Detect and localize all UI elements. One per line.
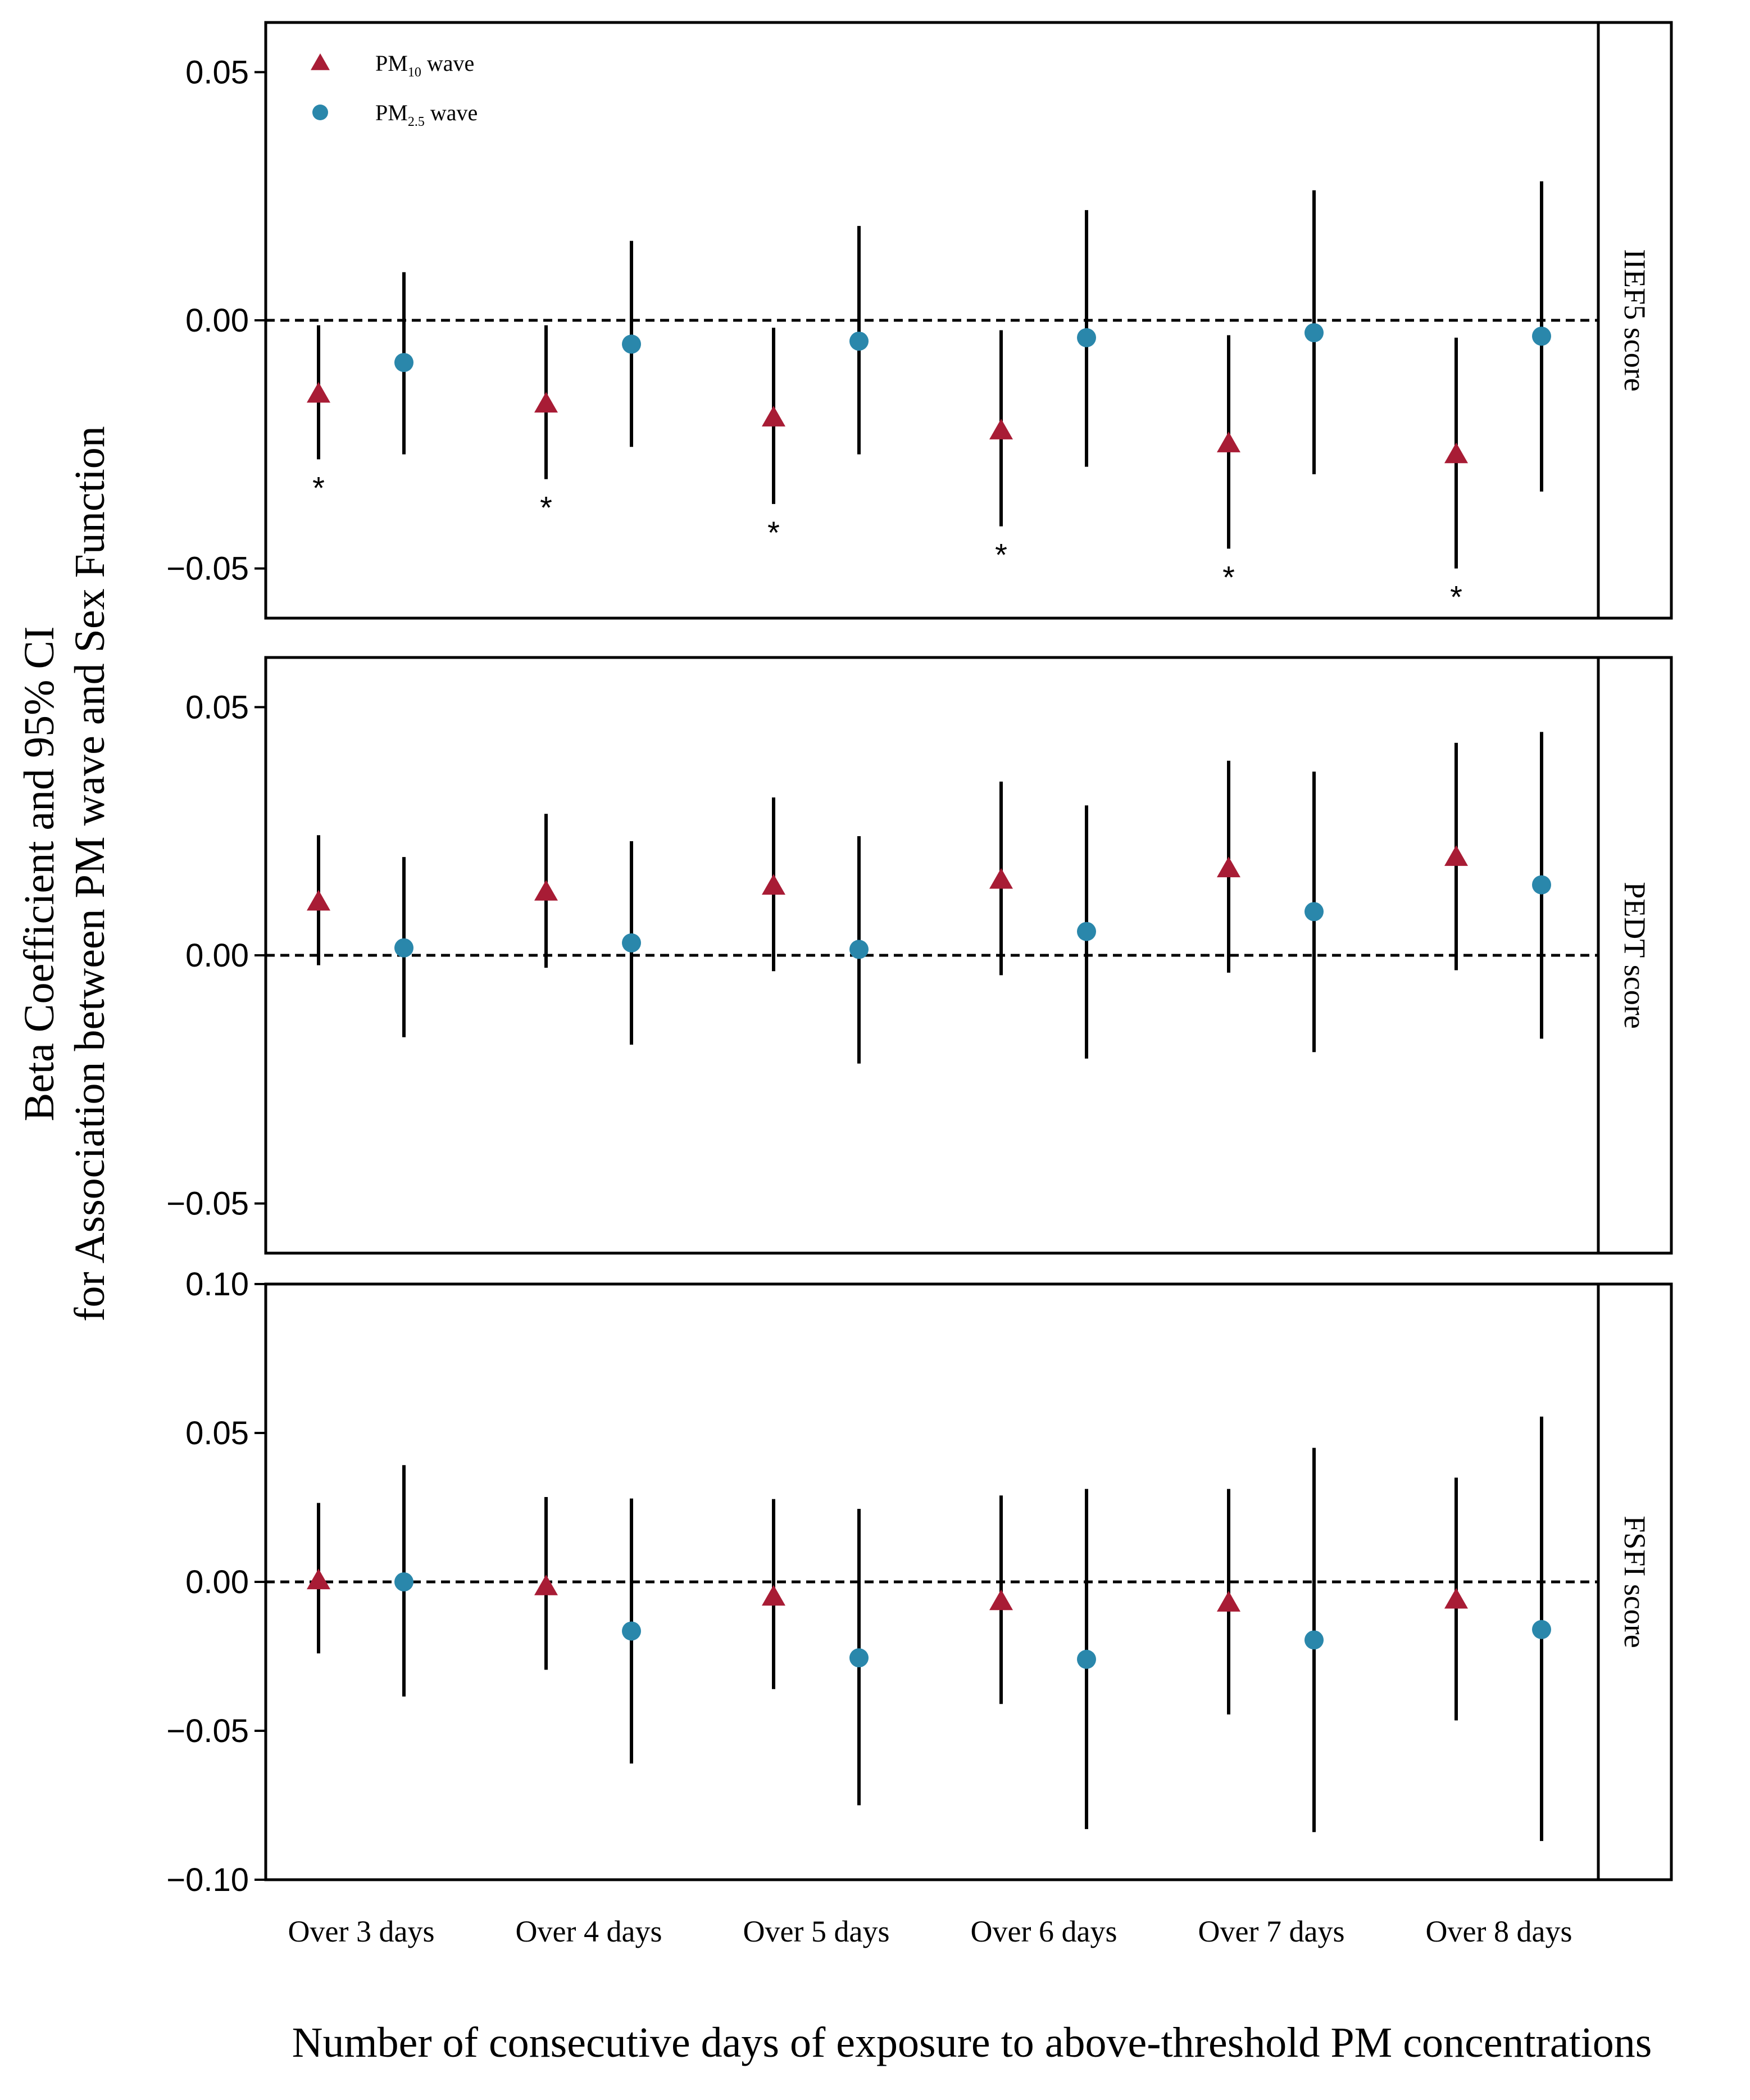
strip-label: PEDT score [1618, 882, 1652, 1028]
y-tick-label: −0.05 [166, 1186, 249, 1222]
strip-label: IIEF5 score [1618, 249, 1652, 391]
significance-marker: * [312, 470, 325, 505]
panels-layer: IIEF5 score 0.05 0.00 −0.05 * * * * * * PEDT score… [166, 21, 1673, 1898]
pm10-point [989, 419, 1013, 439]
pm25-point [849, 332, 869, 351]
pm10-point [1444, 845, 1468, 866]
significance-marker: * [540, 490, 552, 525]
strip-label: FSFI score [1618, 1516, 1652, 1648]
pm10-point [762, 1585, 785, 1606]
legend-label: PM2.5 wave [375, 100, 478, 129]
legend-circle-marker [312, 105, 328, 120]
pm10-point [534, 392, 558, 413]
pm25-point [1532, 326, 1551, 346]
pm25-point [622, 933, 641, 953]
pm25-point [1077, 328, 1096, 347]
panel-strip [1597, 21, 1673, 620]
pm10-point [1217, 1591, 1240, 1612]
x-category-label: Over 8 days [1426, 1915, 1572, 1948]
panel-3: FSFI score 0.10 0.05 0.00 −0.05 −0.10 [166, 1266, 1673, 1898]
legend: PM10 wave PM2.5 wave [311, 51, 478, 129]
x-axis-category-labels: Over 3 days Over 4 days Over 5 days Over 6 … [288, 1915, 1572, 1948]
legend-triangle-marker [311, 53, 330, 70]
pm25-point [849, 940, 869, 959]
y-tick-label: 0.00 [185, 302, 249, 339]
pm10-point [307, 382, 330, 403]
pm10-point [534, 879, 558, 901]
pm10-point [762, 406, 785, 427]
x-category-label: Over 7 days [1198, 1915, 1345, 1948]
pm25-point [394, 1572, 413, 1591]
significance-marker: * [1450, 579, 1462, 615]
x-category-label: Over 4 days [516, 1915, 662, 1948]
pm25-point [1532, 1620, 1551, 1639]
pm25-point [394, 938, 413, 958]
pm10-point [1444, 1588, 1468, 1609]
pm25-point [1304, 323, 1324, 343]
pm25-point [622, 334, 641, 354]
pm25-point [849, 1648, 869, 1668]
pm10-point [307, 890, 330, 911]
pm25-point [1077, 922, 1096, 941]
y-tick-label: −0.05 [166, 1713, 249, 1749]
y-tick-label: 0.05 [185, 689, 249, 725]
x-category-label: Over 5 days [743, 1915, 890, 1948]
pm10-point [307, 1568, 330, 1590]
panel-strip [1597, 1282, 1673, 1881]
legend-label: PM10 wave [375, 51, 474, 80]
pm25-point [1532, 875, 1551, 895]
pm10-point [1217, 856, 1240, 878]
pm10-point [989, 868, 1013, 889]
pm25-point [1077, 1649, 1096, 1669]
panel-1: IIEF5 score 0.05 0.00 −0.05 * * * * * * [166, 21, 1673, 620]
y-tick-label: 0.05 [185, 54, 249, 90]
pm25-point [622, 1621, 641, 1641]
x-axis-label: Number of consecutive days of exposure t… [292, 2019, 1652, 2066]
pm10-point [1444, 442, 1468, 464]
pm25-point [1304, 1630, 1324, 1650]
pm25-point [1304, 902, 1324, 922]
significance-marker: * [1222, 559, 1235, 595]
pm10-point [762, 874, 785, 895]
significance-marker: * [767, 515, 780, 550]
pm10-point [989, 1589, 1013, 1611]
y-axis-label-line-2: for Association between PM wave and Sex … [66, 426, 113, 1322]
pm25-point [394, 353, 413, 373]
pm10-point [534, 1574, 558, 1595]
y-tick-label: −0.10 [166, 1862, 249, 1898]
y-tick-label: 0.00 [185, 1564, 249, 1600]
y-axis-label-line-1: Beta Coefficient and 95% CI [16, 627, 63, 1122]
y-tick-label: 0.10 [185, 1266, 249, 1303]
pm10-point [1217, 432, 1240, 452]
y-tick-label: 0.05 [185, 1415, 249, 1452]
significance-marker: * [995, 537, 1007, 573]
panel-2: PEDT score 0.05 0.00 −0.05 [166, 656, 1673, 1255]
x-category-label: Over 3 days [288, 1915, 435, 1948]
y-tick-label: −0.05 [166, 551, 249, 587]
x-category-label: Over 6 days [971, 1915, 1117, 1948]
y-tick-label: 0.00 [185, 937, 249, 974]
